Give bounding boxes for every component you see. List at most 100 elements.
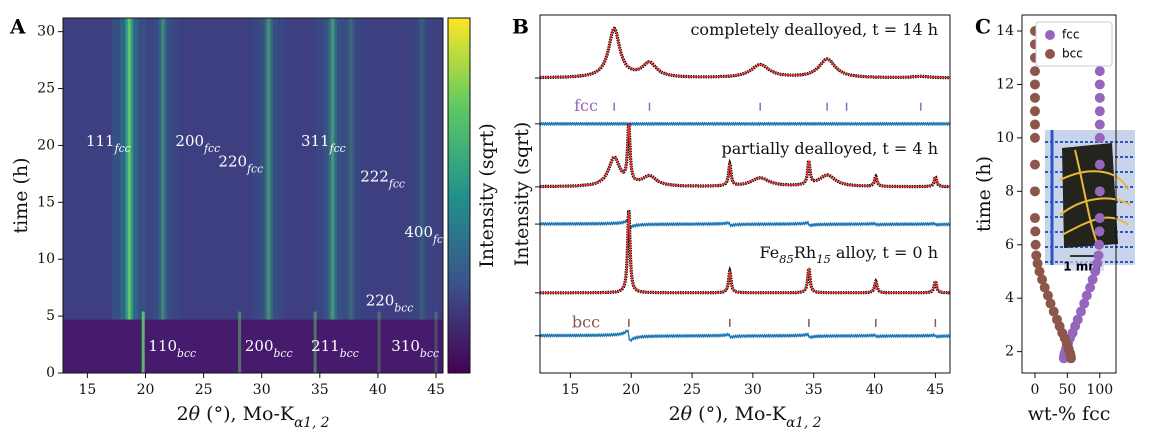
fcc-stripe bbox=[349, 18, 353, 320]
inset-wire bbox=[1059, 170, 1129, 191]
y-axis-label: time (h) bbox=[10, 157, 32, 233]
text-part: partially dealloyed, t = 4 h bbox=[722, 138, 939, 157]
y-tick-label: 4 bbox=[1005, 290, 1014, 306]
fcc-stripe bbox=[158, 18, 167, 320]
text-part: 110 bbox=[148, 337, 177, 355]
text-part: Fe bbox=[759, 242, 779, 261]
peak-label: 311fcc bbox=[301, 132, 346, 155]
legend-label: bcc bbox=[1062, 47, 1083, 61]
bcc-stripe bbox=[238, 311, 242, 373]
text-part: 310 bbox=[391, 337, 420, 355]
peak-label: 400fcc bbox=[404, 223, 449, 246]
fcc-stripe bbox=[347, 18, 356, 320]
peak-label: 220bcc bbox=[366, 291, 414, 314]
text-part: Rh bbox=[794, 242, 816, 261]
subscript: 85 bbox=[779, 252, 794, 266]
y-tick-label: 14 bbox=[996, 23, 1014, 39]
peak-label: 220fcc bbox=[218, 153, 263, 176]
x-tick-label: 35 bbox=[805, 382, 823, 398]
italic-part: θ bbox=[681, 403, 693, 425]
panel-letter: C bbox=[975, 15, 991, 39]
text-part: 220 bbox=[218, 153, 247, 171]
x-tick-label: 20 bbox=[622, 382, 640, 398]
subscript: fcc bbox=[432, 233, 449, 246]
point bbox=[1094, 79, 1105, 90]
inset-sample bbox=[1062, 143, 1118, 248]
inset-wire bbox=[1059, 197, 1131, 216]
x-tick-label: 50 bbox=[1058, 382, 1076, 398]
subscript: fcc bbox=[246, 162, 263, 175]
heatmap: 111fcc 200fcc220fcc311fcc222fcc400fcc220b… bbox=[63, 18, 449, 373]
y-tick-label: 25 bbox=[37, 81, 55, 97]
fcc-stripe bbox=[267, 18, 271, 320]
point bbox=[1029, 79, 1040, 90]
peak-label: 211bcc bbox=[311, 337, 359, 360]
point bbox=[1094, 92, 1105, 103]
point bbox=[1042, 290, 1053, 301]
x-tick-label: 30 bbox=[253, 382, 271, 398]
fcc-stripe bbox=[342, 18, 361, 320]
point bbox=[1094, 186, 1105, 197]
x-tick-label: 35 bbox=[311, 382, 329, 398]
y-tick-label: 20 bbox=[37, 137, 55, 153]
point bbox=[1075, 306, 1086, 317]
y-tick-label: 10 bbox=[37, 251, 55, 267]
panel-letter: A bbox=[9, 15, 26, 39]
point bbox=[1031, 250, 1042, 261]
subscript: 15 bbox=[816, 252, 831, 266]
point bbox=[1029, 159, 1040, 170]
point bbox=[1090, 266, 1101, 277]
difference bbox=[540, 328, 950, 343]
reflection-label: bcc bbox=[572, 312, 600, 331]
x-tick-label: 100 bbox=[1086, 382, 1113, 398]
difference bbox=[540, 121, 950, 127]
x-tick-label: 20 bbox=[137, 382, 155, 398]
fcc-stripe bbox=[334, 18, 369, 320]
fcc-stripe bbox=[264, 18, 273, 320]
peak-label: 200fcc bbox=[175, 132, 220, 155]
point bbox=[1094, 119, 1105, 130]
pattern-label: partially dealloyed, t = 4 h bbox=[722, 138, 939, 157]
text-part: (°), Mo-K bbox=[692, 403, 787, 425]
subscript: bcc bbox=[274, 346, 293, 359]
point bbox=[1029, 106, 1040, 117]
y-tick-label: 15 bbox=[37, 194, 55, 210]
colorbar bbox=[447, 17, 471, 374]
x-axis-label: 2θ (°), Mo-Kα1, 2 bbox=[177, 403, 330, 429]
peak-label: 200bcc bbox=[245, 337, 293, 360]
text-part: 111 bbox=[86, 132, 115, 150]
point bbox=[1087, 274, 1098, 285]
fit bbox=[540, 27, 950, 79]
bcc-stripe bbox=[313, 311, 317, 373]
subscript: α1, 2 bbox=[294, 415, 329, 429]
point bbox=[1029, 132, 1040, 143]
italic-part: θ bbox=[189, 403, 201, 425]
pattern-label: Fe85Rh15 alloy, t = 0 h bbox=[759, 242, 938, 265]
point bbox=[1045, 298, 1056, 309]
legend-marker bbox=[1045, 30, 1055, 40]
fcc-stripe bbox=[323, 18, 342, 320]
x-tick-label: 15 bbox=[78, 382, 96, 398]
x-tick-label: 40 bbox=[866, 382, 884, 398]
subscript: fcc bbox=[329, 142, 346, 155]
y-tick-label: 5 bbox=[46, 308, 55, 324]
y-tick-label: 8 bbox=[1005, 183, 1014, 199]
point bbox=[1029, 119, 1040, 130]
x-axis-label: wt-% fcc bbox=[1028, 403, 1111, 425]
point bbox=[1048, 306, 1059, 317]
fcc-stripe bbox=[418, 18, 427, 320]
point bbox=[1094, 66, 1105, 77]
point bbox=[1030, 239, 1041, 250]
bcc-region bbox=[63, 319, 443, 373]
fcc-stripe bbox=[405, 18, 440, 320]
peak-label: 310bcc bbox=[391, 337, 439, 360]
subscript: α1, 2 bbox=[786, 415, 821, 429]
axes-frame bbox=[62, 17, 444, 374]
y-tick-label: 0 bbox=[46, 365, 55, 381]
point bbox=[1037, 274, 1048, 285]
x-tick-label: 45 bbox=[926, 382, 944, 398]
peak-label: 110bcc bbox=[148, 337, 196, 360]
point bbox=[1094, 226, 1105, 237]
bcc-stripe bbox=[377, 311, 381, 373]
